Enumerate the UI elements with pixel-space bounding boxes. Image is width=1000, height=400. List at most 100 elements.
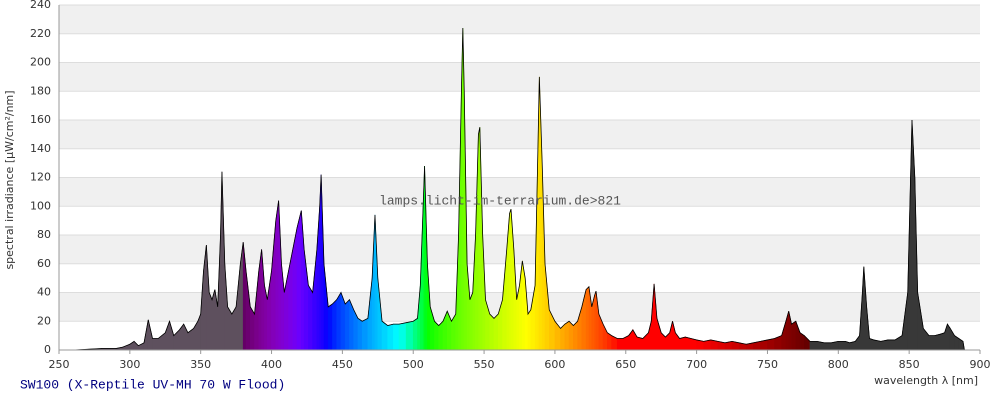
y-tick-label: 100 (30, 199, 51, 212)
spectrum-slice (258, 249, 262, 351)
y-tick-label: 160 (30, 113, 51, 126)
spectrum-slice (573, 320, 578, 351)
spectrum-slice (684, 336, 692, 351)
spectrum-slice (809, 341, 818, 351)
spectrum-slice (656, 318, 662, 351)
spectrum-slice (275, 200, 279, 351)
spectrum-slice (169, 321, 175, 351)
spectrum-slice (152, 338, 159, 351)
spectrum-slice (245, 270, 251, 351)
spectrum-slice (387, 323, 394, 351)
y-tick-label: 220 (30, 27, 51, 40)
spectrum-slice (527, 308, 532, 351)
grid-band (59, 62, 980, 92)
spectrum-slice (344, 298, 350, 351)
spectrum-slice (469, 292, 474, 351)
y-axis-label: spectral irradiance [µW/cm²/nm] (3, 90, 16, 269)
spectrum-slice (438, 320, 444, 351)
spectrum-slice (690, 338, 697, 351)
spectrum-slice (934, 333, 941, 351)
x-tick-label: 600 (544, 358, 565, 371)
spectrum-slice (381, 320, 389, 351)
spectrum-slice (332, 298, 338, 351)
spectrum-slice (585, 286, 590, 351)
spectrum-slice (327, 303, 333, 351)
spectrum-slice (679, 336, 686, 351)
x-axis-label: wavelength λ [nm] (874, 374, 978, 387)
spectrum-slice (502, 249, 508, 351)
y-tick-label: 180 (30, 84, 51, 97)
spectrum-slice (479, 127, 483, 351)
spectrum-slice (855, 334, 860, 351)
spectrum-slice (823, 342, 832, 351)
spectrum-slice (791, 320, 797, 351)
y-tick-label: 200 (30, 56, 51, 69)
x-tick-label: 450 (332, 358, 353, 371)
x-tick-label: 900 (970, 358, 991, 371)
grid-band (59, 5, 980, 34)
spectrum-slice (636, 336, 644, 351)
chart-title: SW100 (X-Reptile UV-MH 70 W Flood) (20, 377, 285, 392)
spectrum-slice (336, 291, 342, 351)
y-tick-label: 0 (44, 343, 51, 356)
spectrum-slice (288, 249, 294, 351)
spectrum-slice (804, 334, 811, 351)
spectrum-slice (398, 322, 407, 351)
spectrum-slice (164, 321, 170, 351)
spectrum-slice (179, 323, 184, 351)
x-tick-label: 700 (686, 358, 707, 371)
spectrum-slice (887, 339, 896, 351)
x-tick-label: 400 (261, 358, 282, 371)
spectrum-slice (235, 263, 241, 351)
spectrum-slice (554, 320, 561, 351)
spectrum-slice (795, 321, 801, 351)
spectrum-slice (513, 249, 517, 351)
spectrum-slice (869, 338, 875, 351)
spectrum-slice (767, 338, 775, 351)
grid-band (59, 177, 980, 207)
spectrum-slice (489, 313, 495, 351)
spectrum-slice (781, 321, 787, 351)
spectrum-slice (296, 210, 302, 351)
grid-band (59, 120, 980, 149)
x-tick-label: 300 (119, 358, 140, 371)
spectrum-slice (393, 323, 400, 351)
spectrum-slice (308, 284, 313, 351)
y-tick-label: 80 (37, 228, 51, 241)
watermark: lamps.licht-im-terrarium.de>821 (379, 193, 621, 208)
spectrum-slice (357, 317, 363, 351)
spectrum-slice (940, 332, 945, 351)
spectrum-slice (863, 266, 867, 351)
spectrum-slice (278, 200, 282, 351)
x-tick-label: 650 (615, 358, 636, 371)
y-tick-label: 20 (37, 314, 51, 327)
spectrum-slice (475, 134, 479, 351)
spectrum-line (73, 27, 965, 351)
x-tick-label: 550 (474, 358, 495, 371)
x-tick-label: 500 (403, 358, 424, 371)
spectrum-slice (133, 340, 139, 351)
plot-area (59, 4, 980, 351)
spectrum-slice (838, 341, 846, 351)
spectrum-slice (568, 320, 574, 351)
spectrum-slice (323, 263, 329, 351)
spectrum-slice (434, 320, 440, 351)
x-tick-label: 800 (828, 358, 849, 371)
y-tick-label: 60 (37, 257, 51, 270)
spectrum-slice (208, 292, 213, 351)
spectrum-slice (405, 320, 414, 351)
x-tick-label: 250 (49, 358, 70, 371)
y-tick-label: 120 (30, 171, 51, 184)
spectrum-slice (224, 263, 228, 351)
x-tick-label: 850 (899, 358, 920, 371)
spectrum-slice (524, 278, 529, 351)
spectrum-slice (412, 317, 418, 351)
x-tick-label: 350 (190, 358, 211, 371)
y-tick-label: 40 (37, 286, 51, 299)
spectrum-slice (427, 263, 431, 351)
spectrum-slice (928, 335, 935, 351)
spectrum-slice (564, 320, 570, 351)
x-tick-label: 750 (757, 358, 778, 371)
spectrum-slice (312, 249, 318, 351)
